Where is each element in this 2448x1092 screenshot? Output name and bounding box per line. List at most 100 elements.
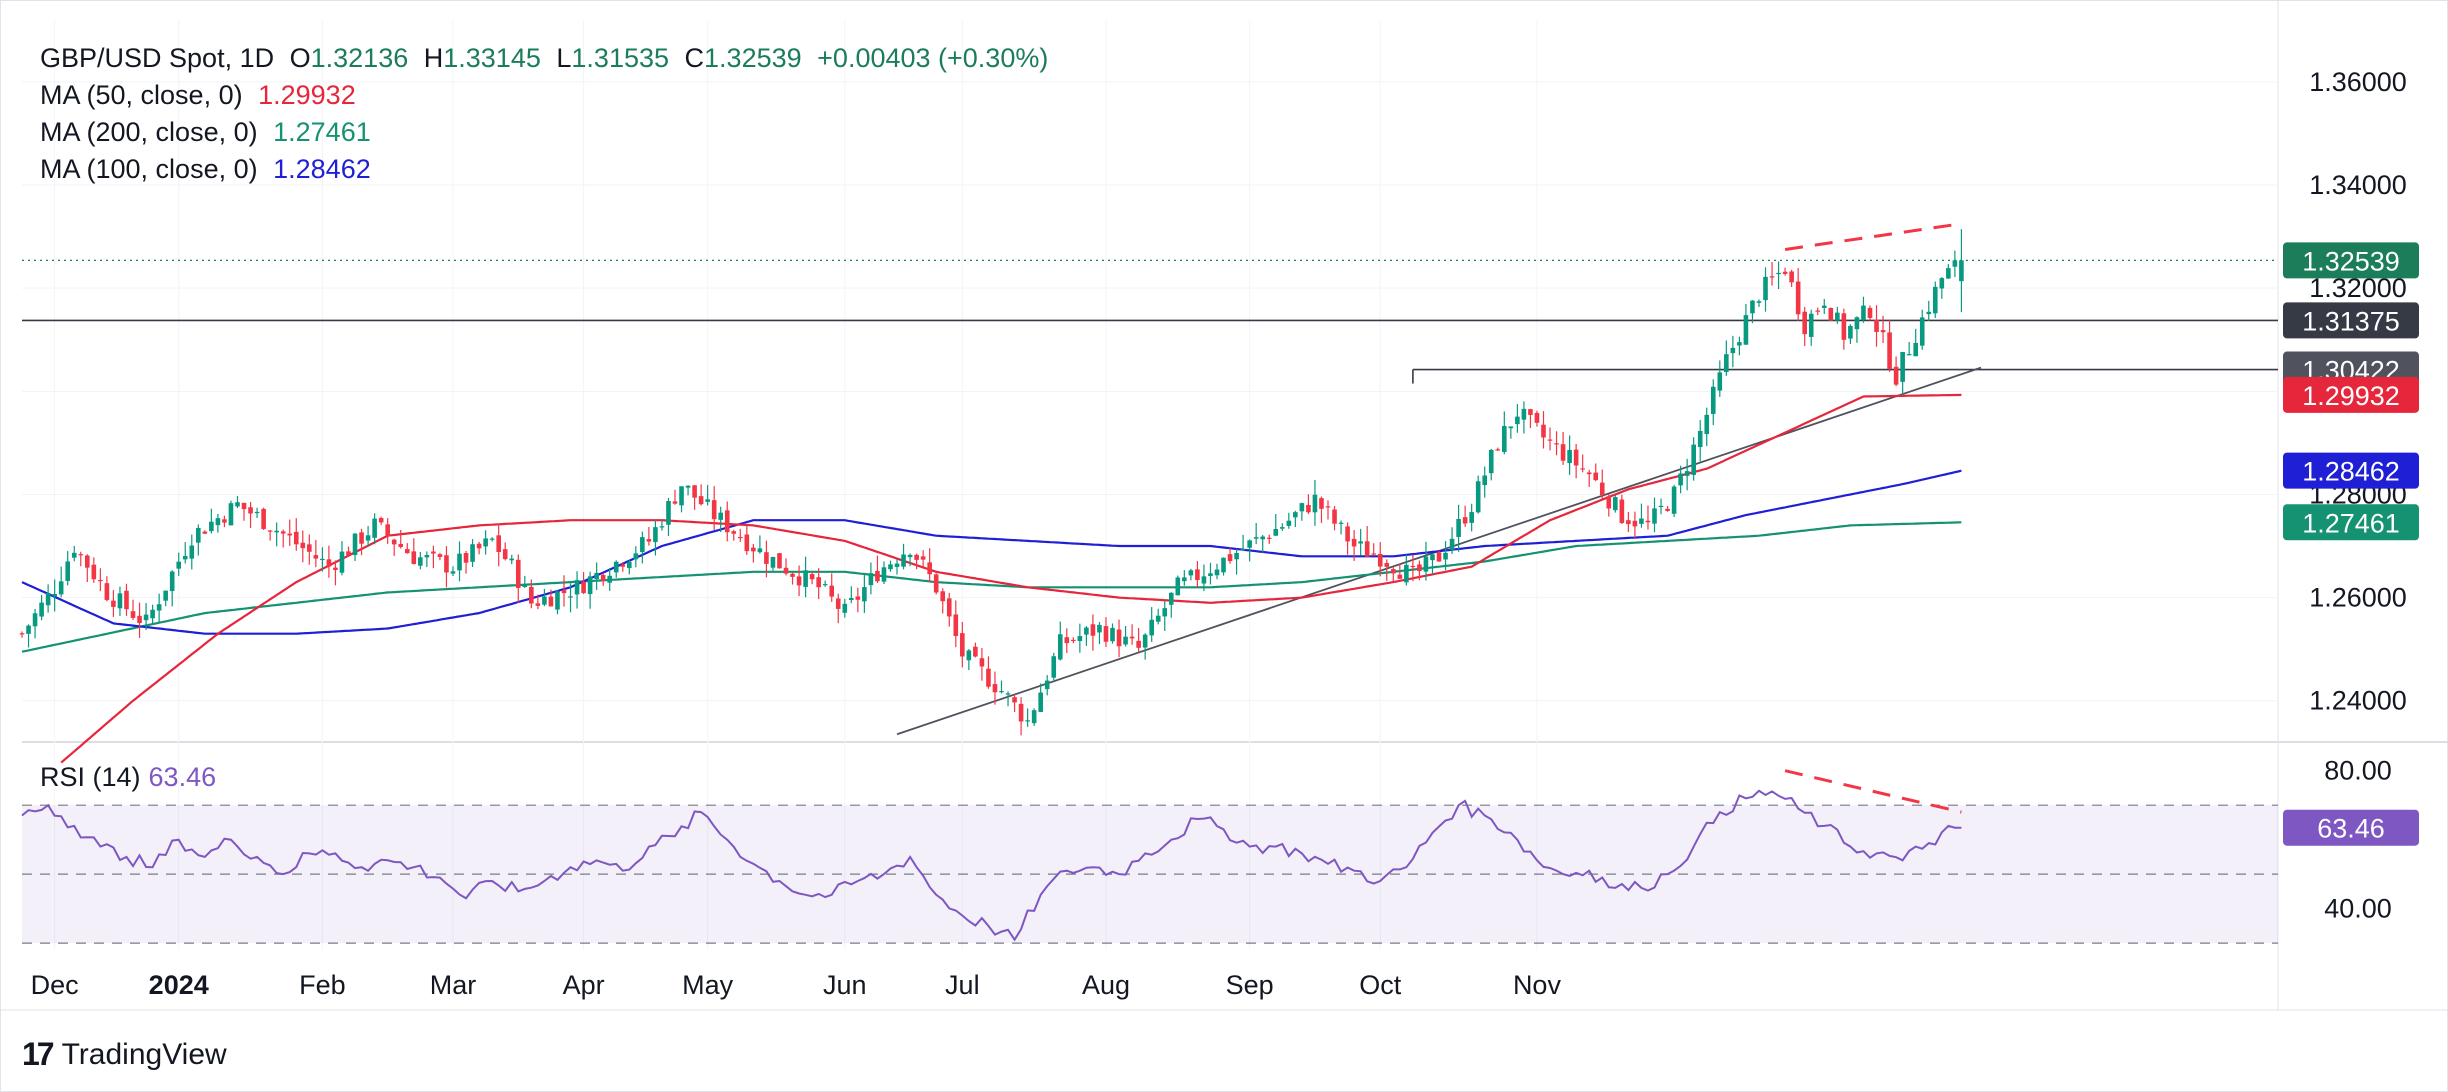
- candle-body: [1874, 319, 1879, 332]
- candle-body: [274, 530, 279, 533]
- candle-body: [633, 553, 639, 560]
- candle-body: [1946, 268, 1951, 279]
- candle-body: [111, 600, 116, 607]
- candle-body: [1038, 692, 1043, 712]
- candle-body: [1913, 342, 1918, 357]
- candle-body: [189, 545, 195, 559]
- candle-body: [150, 609, 155, 619]
- candle-body: [1534, 412, 1540, 423]
- candle-body: [555, 591, 560, 610]
- candle-body: [32, 613, 38, 627]
- candle-body: [1795, 281, 1801, 315]
- candle-body: [1821, 305, 1827, 308]
- candle-body: [960, 633, 965, 657]
- candle-body: [1658, 505, 1664, 508]
- candle-body: [1064, 637, 1070, 644]
- candle-body: [1221, 557, 1226, 573]
- candle-body: [1456, 519, 1461, 537]
- candle-body: [1175, 577, 1181, 596]
- time-tick-label: Feb: [299, 970, 346, 1000]
- candle-body: [1306, 504, 1311, 513]
- time-tick-label: Aug: [1082, 970, 1130, 1000]
- candle-body: [502, 549, 508, 560]
- candle-body: [1769, 276, 1775, 278]
- candle-body: [1155, 615, 1161, 622]
- candle-body: [731, 531, 737, 534]
- candle-body: [1410, 565, 1416, 568]
- candle-body: [1469, 512, 1474, 523]
- candle-body: [287, 533, 293, 536]
- candle-body: [483, 538, 488, 547]
- candle-body: [607, 575, 612, 583]
- symbol-label[interactable]: GBP/USD Spot, 1D: [40, 43, 275, 73]
- candle-body: [1351, 538, 1357, 547]
- candle-body: [1867, 307, 1873, 318]
- candlestick-series: [19, 229, 1964, 736]
- time-tick-label: Apr: [563, 970, 605, 1000]
- candle-body: [1854, 317, 1860, 330]
- candle-body: [1097, 624, 1102, 633]
- ma200-value: 1.27461: [273, 117, 371, 147]
- candle-body: [1613, 497, 1618, 511]
- price-label-badge: [2283, 504, 2419, 541]
- candle-body: [685, 485, 691, 488]
- candle-body: [849, 598, 854, 601]
- candle-body: [757, 548, 763, 553]
- candle-body: [1436, 552, 1442, 562]
- change-value: +0.00403 (+0.30%): [817, 43, 1049, 73]
- tradingview-brand[interactable]: 17 TradingView: [22, 1036, 227, 1073]
- candle-body: [352, 533, 358, 556]
- candle-body: [104, 583, 110, 600]
- rsi-legend[interactable]: RSI (14) 63.46: [40, 762, 216, 793]
- candle-body: [1162, 608, 1168, 617]
- candle-body: [986, 668, 991, 687]
- ma100-value: 1.28462: [273, 154, 371, 184]
- candle-body: [346, 551, 351, 556]
- candle-body: [1887, 332, 1892, 369]
- candle-body: [659, 526, 665, 528]
- candle-body: [803, 570, 808, 587]
- candle-body: [1547, 439, 1553, 441]
- candle-body: [626, 561, 632, 569]
- candle-body: [124, 590, 129, 610]
- candle-body: [1110, 627, 1115, 642]
- candle-body: [1541, 424, 1546, 438]
- candle-body: [1312, 494, 1318, 513]
- candle-body: [1802, 311, 1807, 335]
- candle-body: [1743, 315, 1749, 345]
- candle-body: [1384, 562, 1390, 567]
- candle-body: [1371, 553, 1377, 555]
- low-label: L: [556, 43, 572, 73]
- rsi-line: [21, 789, 1962, 942]
- candle-body: [1234, 552, 1239, 560]
- candle-body: [1835, 312, 1840, 321]
- ma200-row[interactable]: MA (200, close, 0) 1.27461: [40, 114, 1056, 151]
- candle-body: [1391, 569, 1396, 574]
- candle-body: [58, 581, 64, 595]
- time-tick-label: 2024: [149, 970, 209, 1000]
- candle-body: [568, 596, 573, 598]
- candle-body: [855, 596, 861, 600]
- candle-body: [1188, 570, 1194, 576]
- candle-body: [777, 553, 782, 569]
- candle-body: [1952, 260, 1958, 267]
- candle-body: [587, 576, 593, 595]
- candle-body: [1906, 354, 1912, 356]
- price-divergence-line: [1784, 222, 1962, 251]
- candle-body: [1136, 640, 1141, 648]
- candle-body: [117, 593, 123, 609]
- price-tick-label: 1.24000: [2309, 686, 2407, 716]
- candle-body: [1168, 592, 1174, 605]
- ma50-row[interactable]: MA (50, close, 0) 1.29932: [40, 77, 1056, 114]
- candle-body: [19, 633, 25, 635]
- candle-body: [176, 561, 182, 569]
- rsi-label: RSI (14): [40, 762, 141, 792]
- candle-body: [1619, 499, 1625, 523]
- candle-body: [1959, 260, 1964, 282]
- ma100-row[interactable]: MA (100, close, 0) 1.28462: [40, 151, 1056, 188]
- candle-body: [600, 574, 606, 581]
- candle-body: [1508, 426, 1514, 429]
- candle-body: [1319, 498, 1324, 509]
- ma50-line: [60, 393, 1962, 764]
